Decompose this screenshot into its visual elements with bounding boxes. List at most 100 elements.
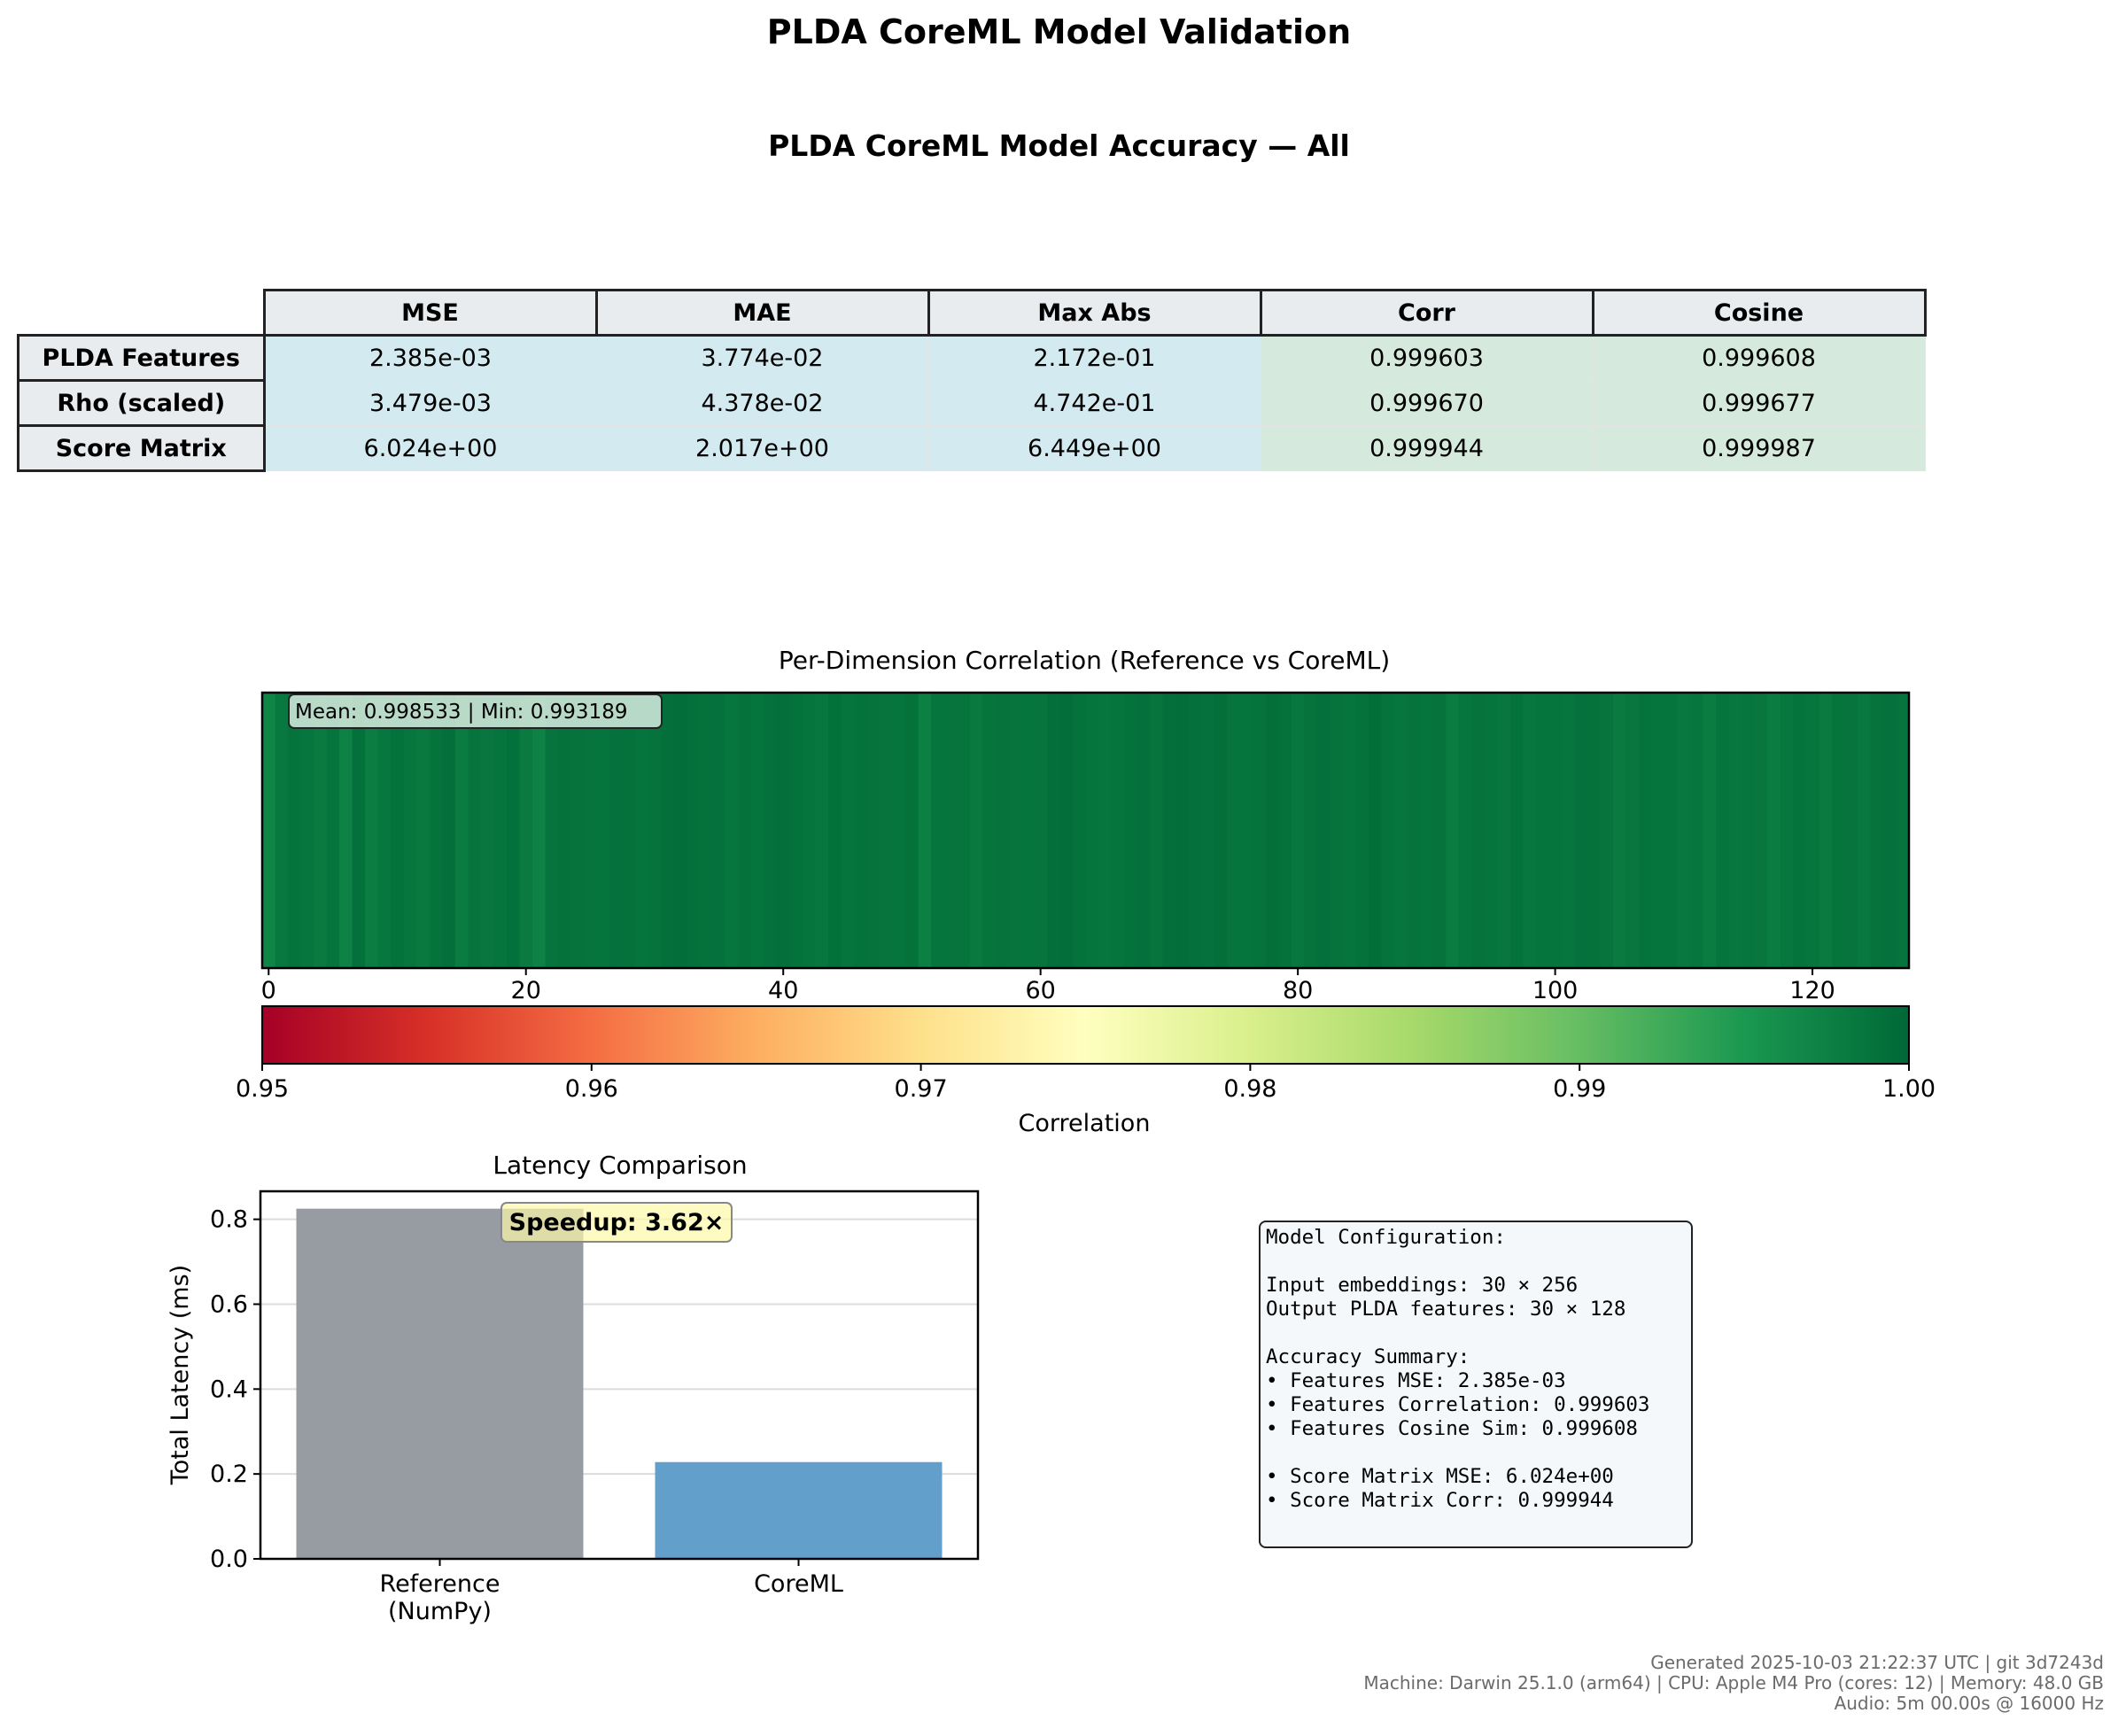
table-row: Rho (scaled) 3.479e-03 4.378e-02 4.742e-…	[17, 379, 1926, 427]
heatmap-cell	[828, 693, 842, 968]
bar-axes-frame	[259, 1190, 980, 1561]
heatmap-cell	[506, 693, 521, 968]
heatmap-x-tick-label: 120	[1789, 977, 1835, 1004]
column-header-mse: MSE	[262, 289, 598, 337]
colorbar-axis: 0.95 0.96 0.97 0.98 0.99 1.00	[236, 1064, 1936, 1103]
heatmap-cell	[609, 693, 624, 968]
heatmap-cell	[1523, 693, 1537, 968]
heatmap-x-tick-label: 100	[1532, 977, 1579, 1004]
table-cell: 0.999987	[1592, 425, 1926, 471]
heatmap-cell	[673, 693, 687, 968]
heatmap-cell	[725, 693, 739, 968]
heatmap-cell	[982, 693, 997, 968]
heatmap-cell	[918, 693, 932, 968]
heatmap-cells	[262, 693, 1910, 968]
bar	[296, 1208, 584, 1559]
row-label-rho-scaled: Rho (scaled)	[17, 379, 266, 427]
bar-y-tick-label: 0.6	[210, 1290, 248, 1318]
table-cell: 4.742e-01	[927, 380, 1261, 426]
heatmap-cell	[416, 693, 431, 968]
heatmap-cell	[300, 693, 314, 968]
heatmap-cell	[262, 693, 276, 968]
heatmap-frame	[260, 691, 1911, 970]
heatmap-cell	[648, 693, 662, 968]
heatmap-title: Per-Dimension Correlation (Reference vs …	[779, 646, 1390, 675]
heatmap-cell	[969, 693, 983, 968]
heatmap-cell	[1548, 693, 1563, 968]
heatmap-cell	[1535, 693, 1549, 968]
heatmap-cell	[545, 693, 559, 968]
heatmap-cell	[1085, 693, 1099, 968]
heatmap-cell	[1896, 693, 1910, 968]
heatmap-cell	[1008, 693, 1022, 968]
bar-x-tick-label: (NumPy)	[388, 1598, 492, 1625]
heatmap-cell	[1703, 693, 1717, 968]
heatmap-cell	[905, 693, 919, 968]
heatmap-cell	[531, 693, 547, 968]
heatmap-cell	[1407, 693, 1421, 968]
heatmap-cell	[738, 693, 752, 968]
heatmap-cell	[1034, 693, 1048, 968]
column-header-mae: MAE	[594, 289, 930, 337]
heatmap-cell	[687, 693, 701, 968]
heatmap-cell	[1304, 693, 1318, 968]
bar-y-tick-label: 0.8	[210, 1206, 248, 1234]
bar-y-tick-label: 0.2	[210, 1461, 248, 1488]
heatmap-x-tick-label: 60	[1025, 977, 1055, 1004]
table-cell: 4.378e-02	[595, 380, 929, 426]
bar-y-tick-label: 0.0	[210, 1546, 248, 1573]
accuracy-table: MSE MAE Max Abs Corr Cosine PLDA Feature…	[17, 289, 1927, 472]
heatmap-cell	[1625, 693, 1640, 968]
heatmap-cell	[1484, 693, 1498, 968]
heatmap-annotation-box	[288, 694, 663, 729]
heatmap-cell	[841, 693, 855, 968]
heatmap-cell	[377, 693, 392, 968]
heatmap-cell	[699, 693, 713, 968]
heatmap-cell	[1175, 693, 1190, 968]
heatmap-cell	[1831, 693, 1845, 968]
heatmap-cell	[1639, 693, 1653, 968]
column-header-corr: Corr	[1259, 289, 1594, 337]
heatmap-cell	[1471, 693, 1486, 968]
table-cell: 2.017e+00	[595, 425, 929, 471]
table-cell: 6.024e+00	[263, 425, 597, 471]
heatmap-x-tick-label: 20	[511, 977, 541, 1004]
colorbar	[261, 1005, 1910, 1065]
table-header-row: MSE MAE Max Abs Corr Cosine	[19, 289, 1927, 337]
heatmap-cell	[339, 693, 353, 968]
heatmap-cell	[584, 693, 598, 968]
heatmap-cell	[1664, 693, 1679, 968]
table-title: PLDA CoreML Model Accuracy — All	[768, 128, 1350, 163]
heatmap-cell	[1020, 693, 1036, 968]
heatmap-cell	[365, 693, 379, 968]
heatmap-cell	[468, 693, 482, 968]
table-cell: 0.999608	[1592, 335, 1926, 381]
model-configuration-text: Model Configuration: Input embeddings: 3…	[1266, 1226, 1650, 1512]
heatmap-cell	[429, 693, 443, 968]
heatmap-cell	[1420, 693, 1434, 968]
table-corner	[19, 291, 265, 336]
heatmap-cell	[454, 693, 469, 968]
heatmap-cell	[1458, 693, 1472, 968]
heatmap-cell	[1265, 693, 1279, 968]
model-configuration-box: Model Configuration: Input embeddings: 3…	[1259, 1221, 1693, 1548]
heatmap-cell	[1574, 693, 1588, 968]
heatmap-cell	[622, 693, 636, 968]
heatmap-cell	[1046, 693, 1061, 968]
heatmap-cell	[1394, 693, 1408, 968]
heatmap-cell	[1754, 693, 1768, 968]
heatmap-cell	[1509, 693, 1524, 968]
heatmap-cell	[288, 693, 302, 968]
heatmap-cell	[1870, 693, 1884, 968]
heatmap-cell	[1600, 693, 1614, 968]
colorbar-tick-label: 0.96	[565, 1075, 618, 1103]
heatmap-cell	[1780, 693, 1794, 968]
heatmap-cell	[1227, 693, 1241, 968]
column-header-cosine: Cosine	[1591, 289, 1927, 337]
bar-chart-title: Latency Comparison	[493, 1151, 747, 1180]
colorbar-tick-label: 0.99	[1553, 1075, 1606, 1103]
bar-x-axis: Reference(NumPy) CoreML	[380, 1559, 843, 1625]
heatmap-cell	[1253, 693, 1267, 968]
heatmap-cell	[1677, 693, 1691, 968]
heatmap-cell	[326, 693, 340, 968]
